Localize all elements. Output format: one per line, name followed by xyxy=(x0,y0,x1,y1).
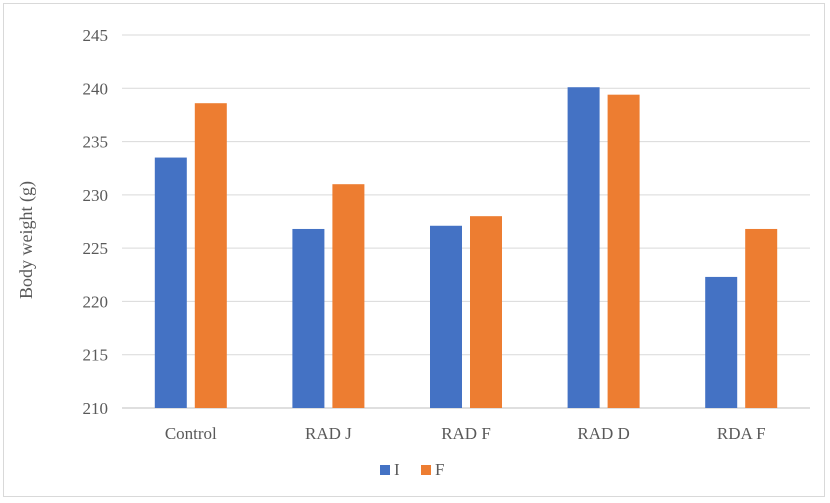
bar-i-rad-d xyxy=(567,87,600,408)
x-tick-label: RDA F xyxy=(717,424,766,443)
y-tick-label: 225 xyxy=(83,239,109,258)
bars xyxy=(154,87,778,409)
x-tick-label: RAD J xyxy=(305,424,352,443)
legend-label-i: I xyxy=(394,460,400,479)
y-tick-label: 245 xyxy=(83,26,109,45)
y-tick-label: 215 xyxy=(83,346,109,365)
bar-i-rda-f xyxy=(705,276,738,408)
gridlines xyxy=(122,34,810,409)
x-tick-label: Control xyxy=(165,424,217,443)
x-tick-label: RAD D xyxy=(577,424,629,443)
y-tick-label: 230 xyxy=(83,186,109,205)
bar-i-rad-f xyxy=(430,225,462,408)
x-axis-ticks: Control RAD J RAD F RAD D RDA F xyxy=(165,424,766,443)
chart-frame xyxy=(3,3,825,497)
bar-f-rad-j xyxy=(332,184,365,408)
bar-f-control xyxy=(194,103,227,408)
x-tick-label: RAD F xyxy=(441,424,491,443)
bar-f-rda-f xyxy=(745,228,778,408)
bar-i-rad-j xyxy=(292,228,325,408)
y-axis-ticks: 210 215 220 225 230 235 240 245 xyxy=(83,26,109,418)
y-tick-label: 235 xyxy=(83,133,109,152)
bar-f-rad-f xyxy=(470,216,502,408)
bar-i-control xyxy=(154,157,187,408)
legend-swatch-f xyxy=(421,465,431,475)
legend-label-f: F xyxy=(435,460,444,479)
bar-f-rad-d xyxy=(607,94,640,409)
y-tick-label: 240 xyxy=(83,79,109,98)
y-tick-label: 220 xyxy=(83,292,109,311)
legend-swatch-i xyxy=(380,465,390,475)
y-tick-label: 210 xyxy=(83,399,109,418)
y-axis-title: Body weight (g) xyxy=(16,181,37,299)
